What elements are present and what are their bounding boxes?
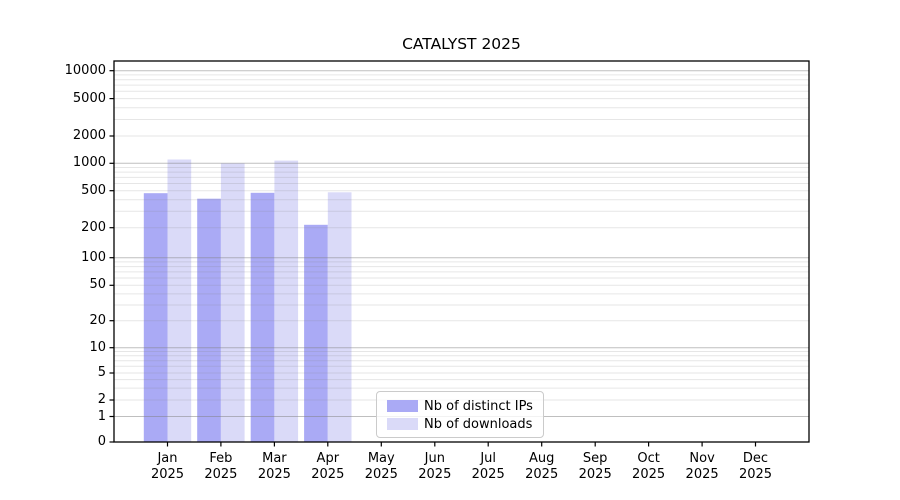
y-axis-tick-label: 200 xyxy=(81,219,106,235)
bar-downloads xyxy=(274,160,299,442)
bar-downloads xyxy=(167,159,192,442)
year-label: 2025 xyxy=(418,466,452,482)
month-label: Dec xyxy=(742,451,769,466)
year-label: 2025 xyxy=(311,466,345,482)
bar-distinct-ips xyxy=(304,224,328,442)
month-label: Jan xyxy=(157,451,178,466)
month-label: Apr xyxy=(316,451,340,466)
y-axis-tick-label: 0 xyxy=(97,434,106,449)
month-label: Sep xyxy=(582,451,608,466)
x-axis-tick-label: Dec 2025 xyxy=(724,451,788,482)
legend-label: Nb of downloads xyxy=(424,416,533,432)
month-label: Jul xyxy=(480,451,497,466)
y-axis-tick-label: 500 xyxy=(81,182,106,198)
x-axis-tick-label: May 2025 xyxy=(349,451,413,482)
month-label: May xyxy=(367,451,395,466)
plot-border xyxy=(113,60,810,443)
y-axis-tick-label: 5 xyxy=(97,365,106,380)
month-label: Aug xyxy=(528,451,555,466)
bar-distinct-ips xyxy=(250,192,275,442)
year-label: 2025 xyxy=(685,466,719,482)
year-label: 2025 xyxy=(738,466,773,482)
month-label: Jun xyxy=(424,451,445,466)
year-label: 2025 xyxy=(204,466,238,482)
y-axis-tick-label: 100 xyxy=(81,249,106,265)
y-axis-tick-label: 20 xyxy=(89,312,106,328)
month-label: Feb xyxy=(209,451,233,466)
month-label: Mar xyxy=(262,451,287,466)
x-axis-tick-label: Jun 2025 xyxy=(403,451,467,482)
bars-group xyxy=(143,159,352,443)
y-axis-tick-label: 1 xyxy=(97,408,106,424)
bar-distinct-ips xyxy=(197,198,221,442)
x-axis-tick-label: Mar 2025 xyxy=(242,451,306,482)
x-axis-tick-label: Apr 2025 xyxy=(296,451,360,482)
year-label: 2025 xyxy=(525,466,559,482)
x-axis-tick-label: Jan 2025 xyxy=(136,451,200,482)
legend-item: Nb of distinct IPs xyxy=(387,397,537,415)
bar-downloads xyxy=(327,192,352,442)
bar-downloads xyxy=(220,163,245,443)
gridlines-group xyxy=(114,70,809,417)
y-axis-tick-label: 2 xyxy=(97,392,106,407)
x-axis-tick-label: Feb 2025 xyxy=(189,451,253,482)
distinct-ips-swatch-icon xyxy=(387,400,418,412)
year-label: 2025 xyxy=(632,466,666,482)
legend: Nb of distinct IPs Nb of downloads xyxy=(376,391,544,438)
x-axis-tick-label: Sep 2025 xyxy=(563,451,627,482)
y-axis-tick-label: 10 xyxy=(89,339,106,355)
x-axis-tick-label: Jul 2025 xyxy=(456,451,520,482)
year-label: 2025 xyxy=(578,466,612,482)
x-axis-tick-label: Nov 2025 xyxy=(670,451,734,482)
legend-label: Nb of distinct IPs xyxy=(424,398,533,414)
y-axis-tick-label: 1000 xyxy=(72,155,106,171)
year-label: 2025 xyxy=(150,466,185,482)
downloads-swatch-icon xyxy=(387,418,418,430)
month-label: Oct xyxy=(637,451,660,466)
x-axis-tick-label: Aug 2025 xyxy=(510,451,574,482)
x-axis-tick-label: Oct 2025 xyxy=(617,451,681,482)
axes-group xyxy=(109,60,810,447)
y-axis-tick-label: 5000 xyxy=(72,90,106,106)
year-label: 2025 xyxy=(364,466,398,482)
year-label: 2025 xyxy=(257,466,291,482)
y-axis-tick-label: 50 xyxy=(89,277,106,293)
y-axis-tick-label: 10000 xyxy=(64,62,106,78)
year-label: 2025 xyxy=(471,466,505,482)
month-label: Nov xyxy=(689,451,715,466)
y-axis-tick-label: 2000 xyxy=(72,128,106,143)
chart-title: CATALYST 2025 xyxy=(402,35,521,53)
legend-item: Nb of downloads xyxy=(387,415,537,433)
bar-distinct-ips xyxy=(143,193,168,442)
